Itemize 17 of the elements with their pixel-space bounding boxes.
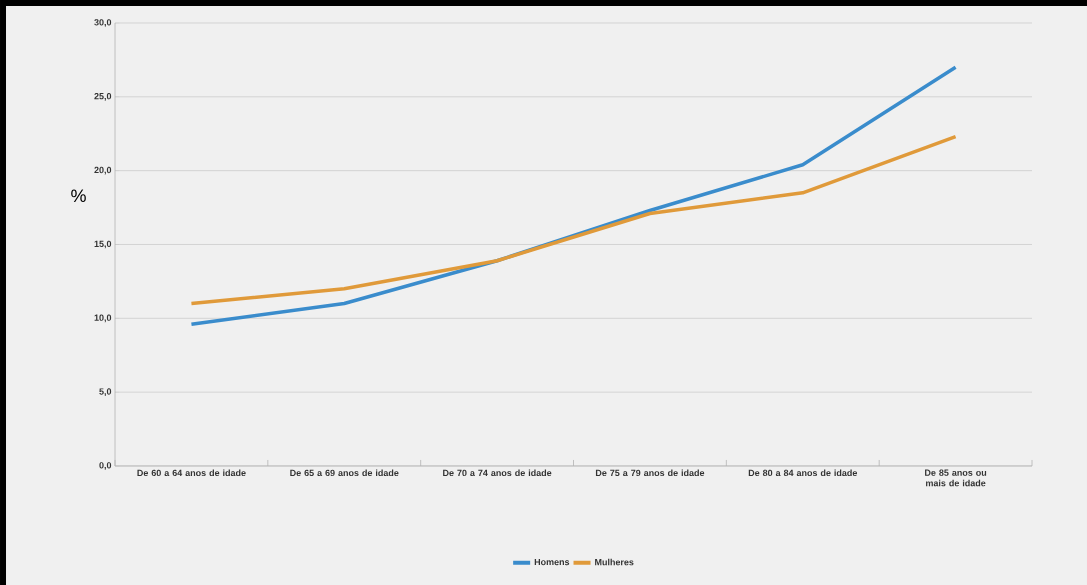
y-tick-label: 20,0 bbox=[94, 166, 112, 175]
legend-label: Mulheres bbox=[595, 558, 634, 566]
x-tick-label: De 75 a 79 anos de idade bbox=[595, 469, 705, 477]
y-tick-label: 15,0 bbox=[94, 240, 112, 249]
x-tick-label: De 65 a 69 anos de idade bbox=[290, 469, 399, 477]
x-tick-label: De 60 a 64 anos de idade bbox=[137, 469, 246, 477]
legend-label: Homens bbox=[534, 558, 570, 566]
y-tick-label: 0,0 bbox=[99, 462, 112, 470]
y-tick-label: 5,0 bbox=[99, 388, 112, 396]
y-axis-title: % bbox=[71, 189, 86, 203]
y-tick-label: 30,0 bbox=[94, 19, 112, 27]
y-tick-label: 10,0 bbox=[94, 314, 112, 323]
y-tick-label: 25,0 bbox=[94, 92, 112, 101]
x-tick-label: De 85 anos ou mais de idade bbox=[925, 469, 987, 487]
x-tick-label: De 70 a 74 anos de idade bbox=[443, 469, 552, 477]
line-series bbox=[189, 134, 958, 306]
x-tick-label: De 80 a 84 anos de idade bbox=[748, 469, 858, 477]
